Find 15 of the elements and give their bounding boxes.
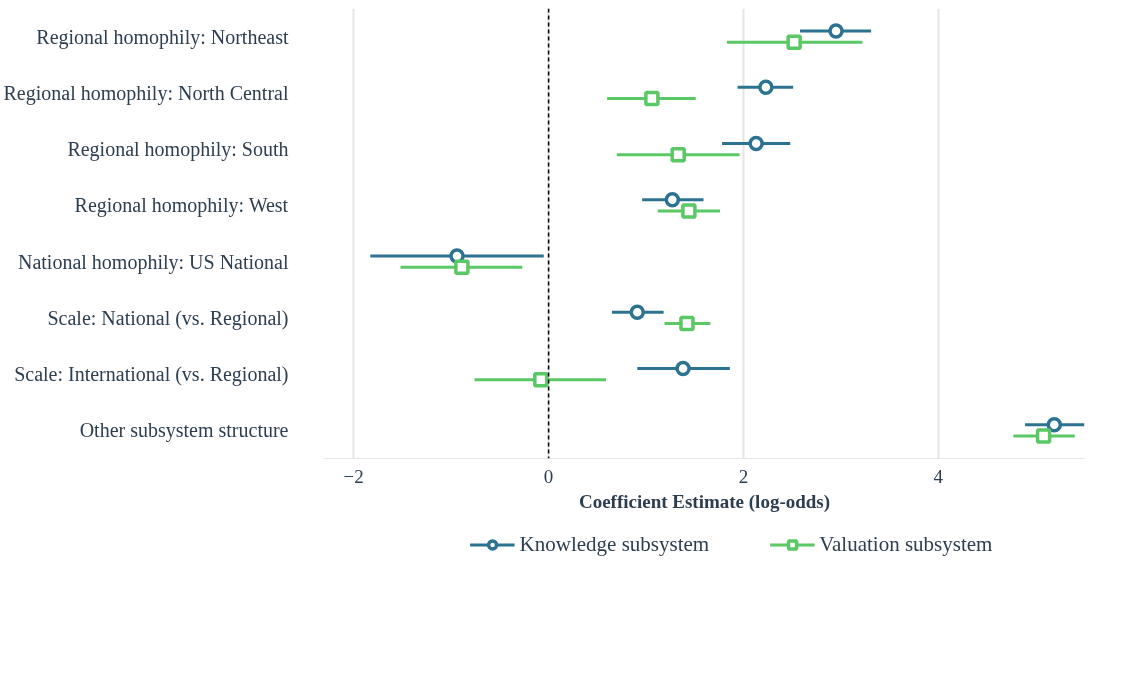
y-tick-label: Regional homophily: West xyxy=(74,194,289,218)
x-tick-label: −2 xyxy=(343,465,364,487)
y-tick-label: Scale: National (vs. Regional) xyxy=(47,306,289,330)
legend-label: Valuation subsystem xyxy=(819,531,993,557)
y-tick-label: Scale: International (vs. Regional) xyxy=(14,363,289,387)
y-tick-label: National homophily: US National xyxy=(17,250,289,274)
y-tick-label: Regional homophily: South xyxy=(67,138,289,162)
x-tick-label: 2 xyxy=(738,465,749,487)
x-tick-label: 0 xyxy=(543,465,554,487)
x-tick-label: 4 xyxy=(933,465,944,487)
y-tick-label: Other subsystem structure xyxy=(79,419,289,443)
y-tick-label: Regional homophily: North Central xyxy=(3,81,289,105)
legend-label: Knowledge subsystem xyxy=(519,531,710,557)
y-tick-label: Regional homophily: Northeast xyxy=(36,25,289,49)
x-axis-title: Coefficient Estimate (log-odds) xyxy=(578,490,831,513)
